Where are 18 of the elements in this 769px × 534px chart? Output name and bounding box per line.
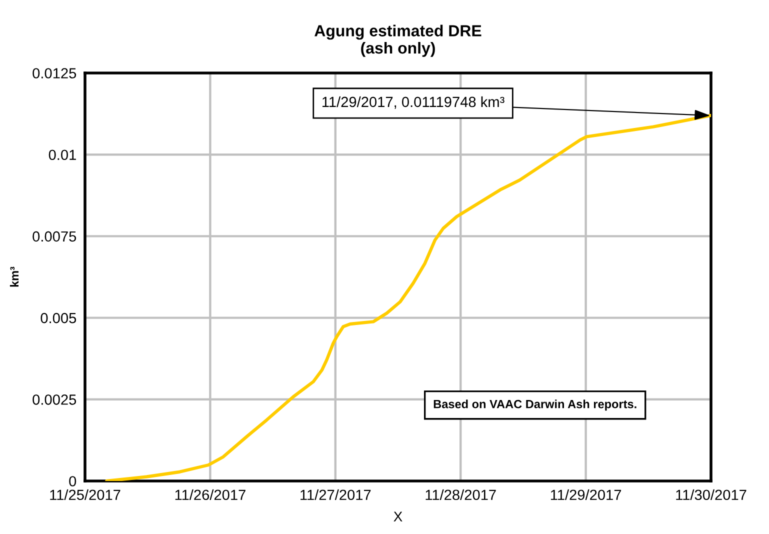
- y-tick-label: 0.0125: [32, 68, 76, 78]
- line-series: [105, 114, 711, 481]
- x-tick-label: 11/27/2017: [300, 489, 371, 500]
- chart-title: Agung estimated DRE (ash only): [314, 24, 482, 57]
- x-tick-label: 11/25/2017: [50, 489, 120, 500]
- x-axis-title: X: [394, 512, 402, 522]
- x-tick-label: 11/26/2017: [175, 489, 246, 500]
- annotation: Based on VAAC Darwin Ash reports.: [434, 400, 636, 411]
- x-tick-label: 11/30/2017: [676, 489, 746, 500]
- y-tick-label: 0.0075: [32, 231, 76, 242]
- y-tick-label: 0.0025: [32, 394, 76, 405]
- y-tick-label: 0: [69, 476, 76, 486]
- annotation: 11/29/2017, 0.01119748 km³: [322, 96, 504, 109]
- x-tick-label: 11/28/2017: [426, 489, 496, 500]
- y-tick-label: 0.01: [48, 150, 76, 160]
- y-tick-label: 0.005: [40, 312, 76, 324]
- x-tick-label: 11/29/2017: [550, 489, 622, 500]
- y-axis-title: km³: [10, 266, 19, 287]
